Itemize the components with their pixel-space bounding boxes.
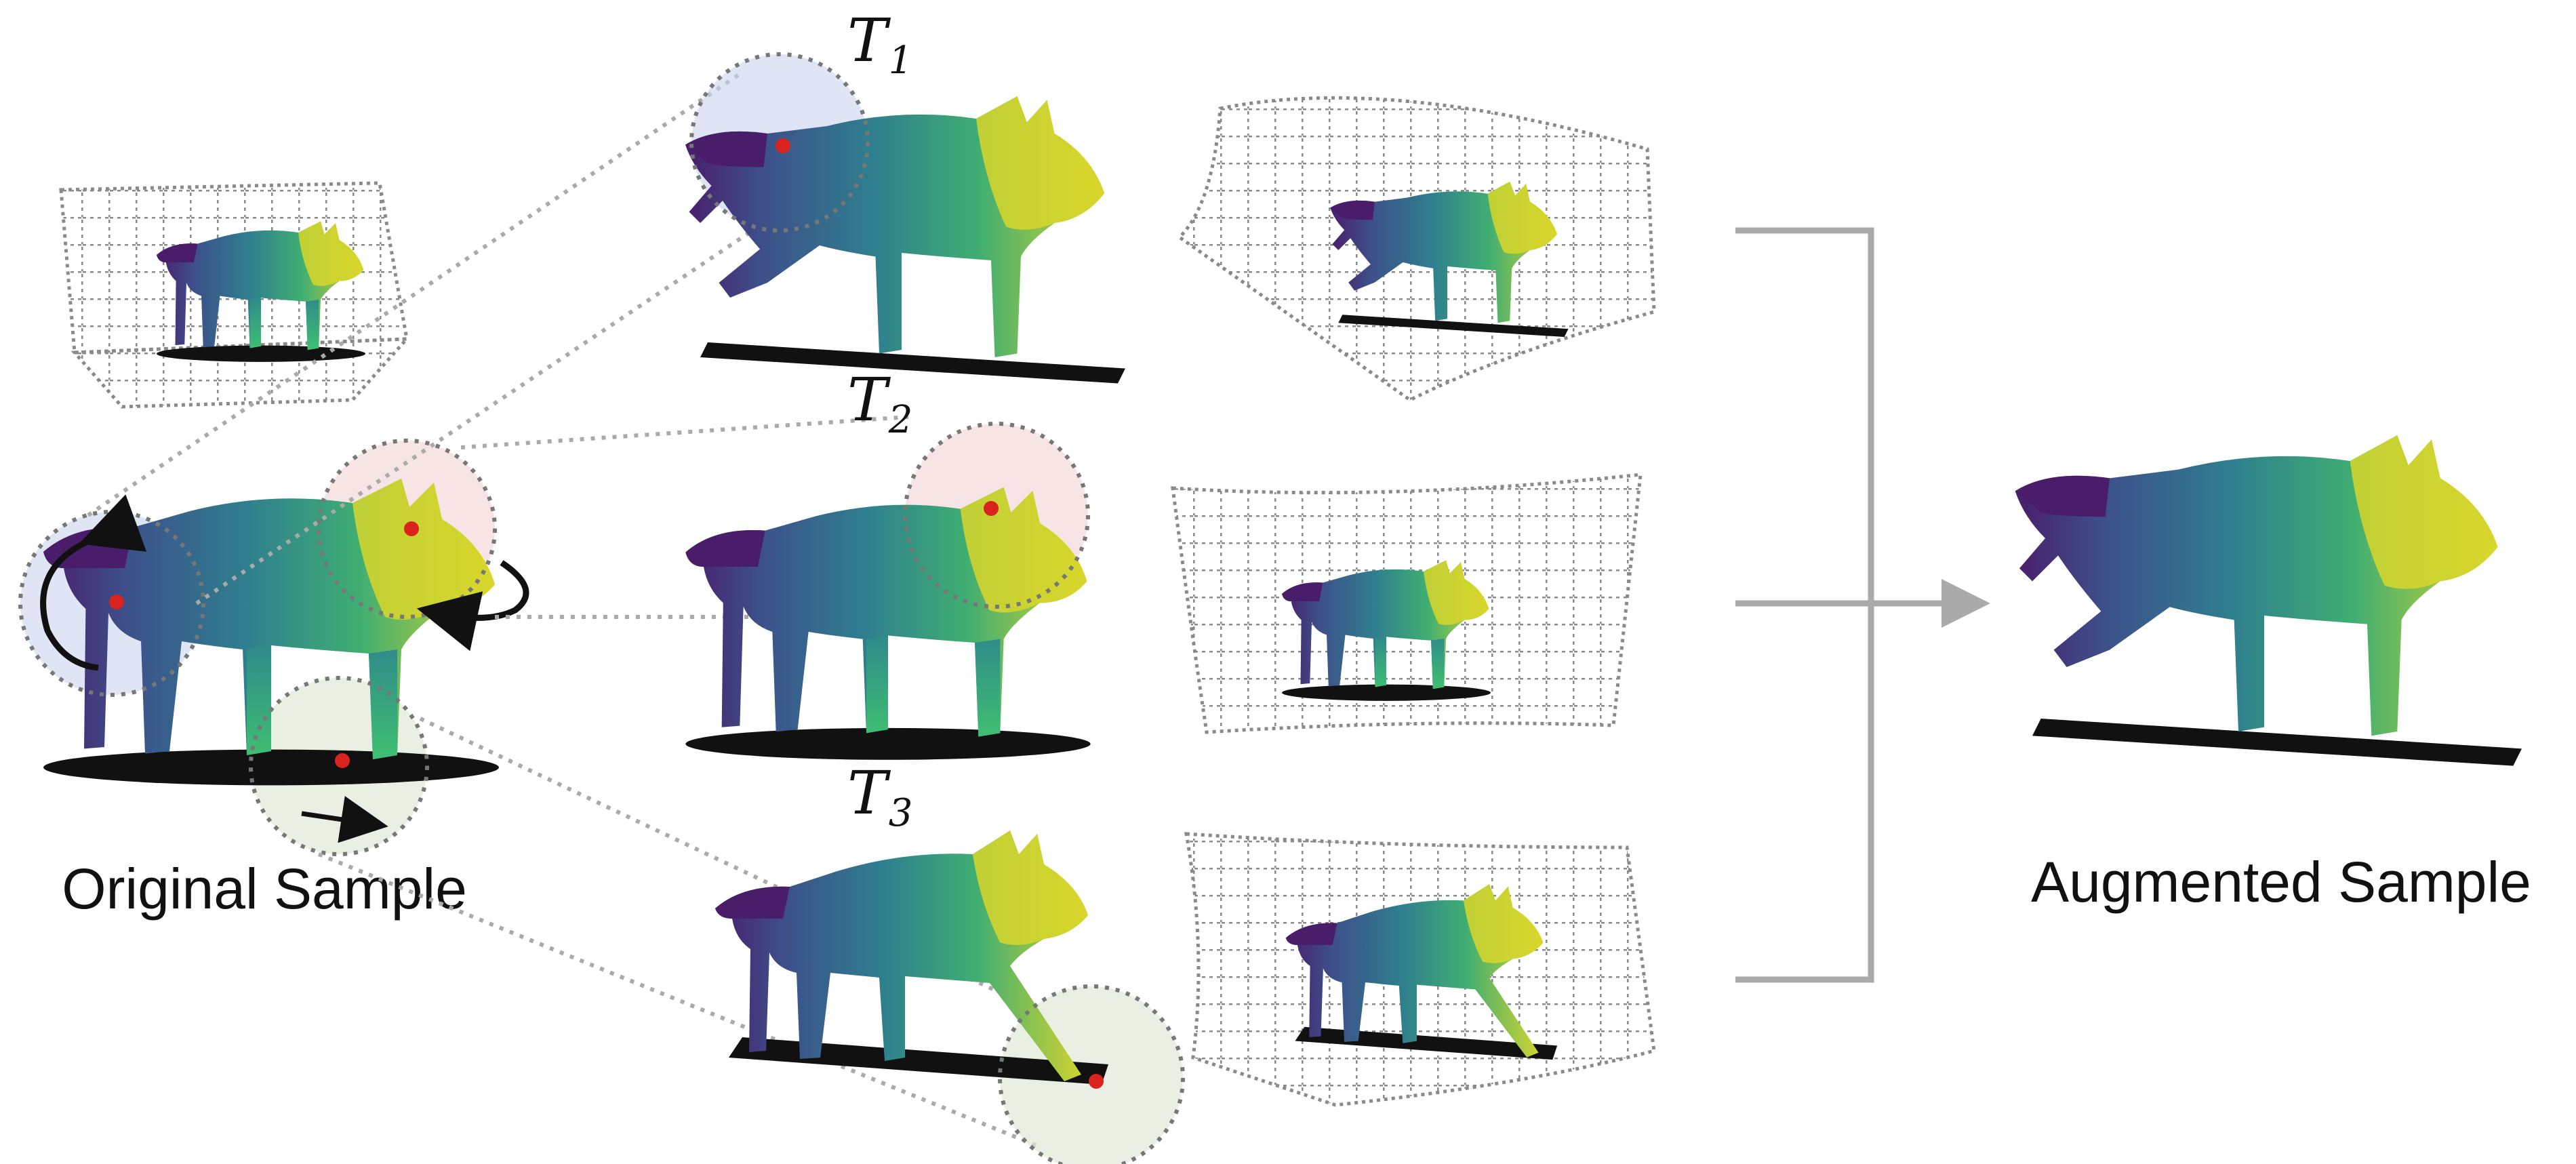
t1-deformation-grid [1177,96,1656,402]
augmented-wolf [2015,435,2522,766]
t3-deformation-grid [1184,832,1656,1107]
control-point-leg [335,753,350,768]
rotation-arrow-hind [40,494,147,671]
control-point-hind [109,595,124,609]
t2-deformation-grid [1171,473,1643,734]
merge-bracket [1735,227,1990,983]
t3-label: T3 [847,758,912,835]
augmented-sample-label: Augmented Sample [2031,850,2531,914]
t2-wolf [685,422,1091,760]
rotation-arrow-head [416,560,529,651]
t2-label: T2 [847,365,912,442]
control-point-head [404,521,419,536]
translation-arrow-leg [301,796,388,843]
original-sample-label: Original Sample [62,857,467,921]
t1-wolf [685,52,1125,384]
t3-wolf [715,830,1185,1164]
original-wolf [18,439,529,856]
t1-label: T1 [847,5,912,83]
connector-lines [87,73,1039,1148]
original-grid-box [59,181,411,409]
